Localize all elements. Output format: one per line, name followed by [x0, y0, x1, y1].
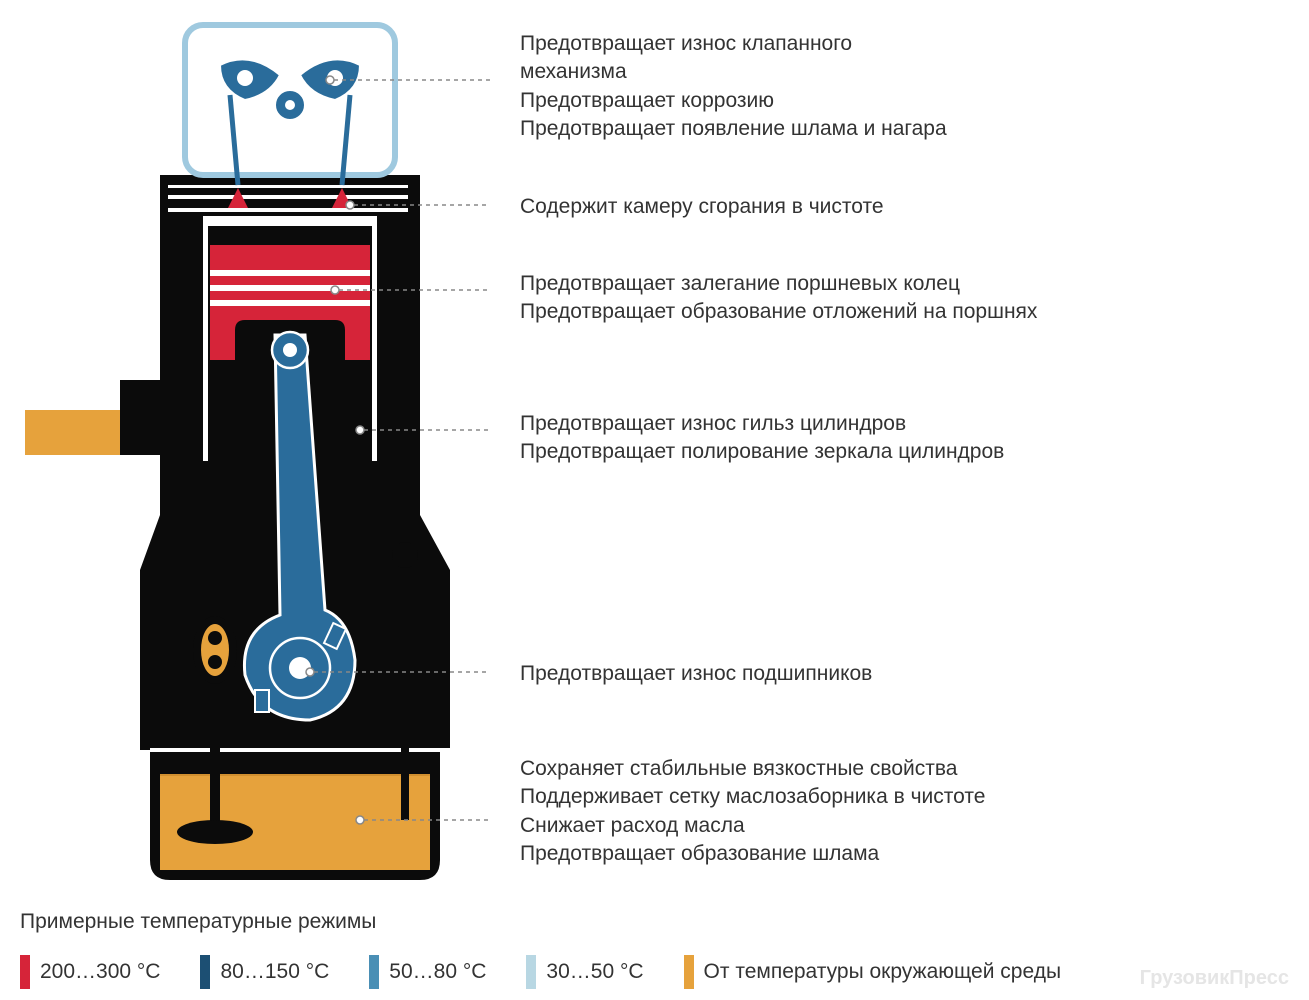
- temperature-legend: 200…300 °C 80…150 °C 50…80 °C 30…50 °C О…: [20, 955, 1061, 989]
- legend-item-1: 80…150 °C: [200, 955, 329, 989]
- combustion-chamber: [205, 216, 375, 226]
- legend-item-2: 50…80 °C: [369, 955, 486, 989]
- legend-swatch: [526, 955, 536, 989]
- annotation-cylinder-liner: Предотвращает износ гильз цилиндров Пред…: [520, 410, 1004, 467]
- annotation-valvetrain: Предотвращает износ клапанного механизма…: [520, 30, 947, 143]
- annotation-piston-rings: Предотвращает залегание поршневых колец …: [520, 270, 1037, 327]
- engine-diagram: [20, 10, 490, 890]
- watermark: ГрузовикПресс: [1140, 967, 1289, 990]
- annotation-oil-pan: Сохраняет стабильные вязкостные свойства…: [520, 755, 985, 868]
- legend-item-0: 200…300 °C: [20, 955, 160, 989]
- legend-swatch: [684, 955, 694, 989]
- legend-title: Примерные температурные режимы: [20, 910, 376, 934]
- annotation-bearings: Предотвращает износ подшипников: [520, 660, 872, 688]
- legend-swatch: [369, 955, 379, 989]
- legend-item-4: От температуры окружающей среды: [684, 955, 1062, 989]
- legend-swatch: [200, 955, 210, 989]
- legend-item-3: 30…50 °C: [526, 955, 643, 989]
- legend-swatch: [20, 955, 30, 989]
- oil-outlet: [25, 410, 120, 455]
- annotation-combustion: Содержит камеру сгорания в чистоте: [520, 193, 884, 221]
